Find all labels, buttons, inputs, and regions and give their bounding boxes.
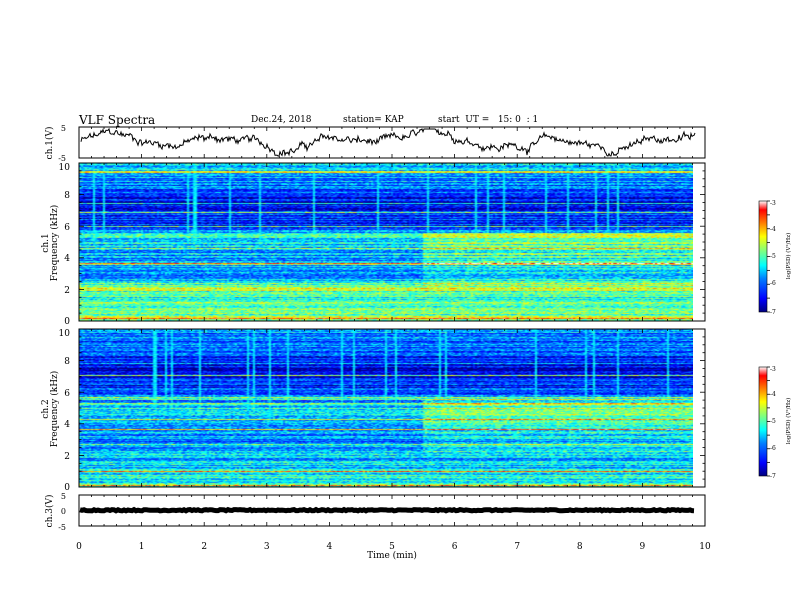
chart-title: VLF Spectra: [79, 113, 156, 127]
ch3-ytick-0: 0: [61, 507, 66, 516]
ch1-colorbar-ticks: [767, 200, 770, 313]
ch2-spectrogram-blank: [693, 329, 705, 487]
x-tick-label: 3: [264, 542, 270, 552]
x-tick-label: 2: [201, 542, 207, 552]
cb2-tick-minus5: -5: [770, 418, 776, 425]
ch2-ytick-4: 4: [64, 420, 70, 430]
ch1-ylabel-channel: ch.1: [41, 233, 51, 252]
x-tick-label: 1: [139, 542, 145, 552]
ch1-ytick-minus5: -5: [58, 154, 66, 163]
ch1-ytick-4: 4: [64, 254, 70, 264]
ch1-waveform-panel: 5 -5 ch.1(V): [44, 124, 706, 163]
ch2-ytick-0: 0: [64, 483, 70, 493]
ch2-ytick-2: 2: [64, 452, 70, 462]
ch2-colorbar-label: log(PSD) (V²/Hz): [785, 398, 792, 445]
x-axis-label: Time (min): [367, 550, 417, 561]
ch1-spectrogram-blank: [693, 163, 705, 321]
ch3-ticks: [78, 495, 706, 526]
ch3-ytick-5: 5: [61, 492, 66, 501]
x-tick-label: 7: [514, 542, 520, 552]
x-tick-label: 8: [577, 542, 583, 552]
cb1-tick-minus7: -7: [770, 309, 776, 316]
ch2-ytick-8: 8: [64, 357, 70, 367]
ch2-spectrogram-image: [79, 329, 693, 487]
ch1-colorbar-label: log(PSD) (V²/Hz): [785, 233, 792, 280]
ch2-spectrogram-panel: 0 2 4 6 8 10 ch.2 Frequency (kHz) -3 -4 …: [41, 328, 792, 493]
ch1-waveform-line: [80, 127, 696, 157]
x-tick-label: 10: [699, 542, 711, 552]
x-tick-label: 4: [327, 542, 333, 552]
x-tick-label: 0: [76, 542, 82, 552]
cb2-tick-minus3: -3: [770, 366, 776, 373]
ch1-ytick-0: 0: [64, 317, 70, 327]
ch1-ytick-8: 8: [64, 191, 70, 201]
cb1-tick-minus3: -3: [770, 200, 776, 207]
cb1-tick-minus6: -6: [770, 280, 776, 287]
cb2-tick-minus4: -4: [770, 391, 776, 398]
ch3-ylabel: ch.3(V): [44, 495, 55, 528]
ch3-waveform-line: [79, 506, 695, 514]
cb2-tick-minus7: -7: [770, 473, 776, 480]
ch1-ytick-5: 5: [61, 124, 66, 133]
ch1-spectrogram-ticks: [78, 162, 706, 322]
ch1-spectrogram-image: [79, 163, 693, 321]
cb1-tick-minus5: -5: [770, 253, 776, 260]
cb1-tick-minus4: -4: [770, 226, 776, 233]
ch2-ylabel-channel: ch.2: [41, 399, 51, 418]
x-tick-label: 9: [640, 542, 646, 552]
station-label: station= KAP: [343, 115, 404, 125]
ch1-spectrogram-panel: 0 2 4 6 8 10 ch.1 Frequency (kHz) -3 -4 …: [41, 162, 792, 327]
ch2-colorbar: [758, 366, 768, 477]
ch3-ytick-minus5: -5: [58, 523, 66, 532]
ch1-ytick-6: 6: [64, 223, 70, 233]
ch1-ticks: [78, 127, 706, 158]
start-time-label: start UT = 15: 0 : 1: [438, 115, 539, 125]
x-tick-label: 6: [452, 542, 458, 552]
x-tick-label: 5: [389, 542, 395, 552]
cb2-tick-minus6: -6: [770, 445, 776, 452]
ch1-ytick-2: 2: [64, 286, 70, 296]
x-tick-labels: 0 1 2 3 4 5 6 7 8 9 10: [76, 542, 711, 552]
ch2-colorbar-ticks: [767, 366, 770, 477]
ch1-ylabel: ch.1(V): [44, 127, 55, 160]
ch2-ytick-6: 6: [64, 389, 70, 399]
ch1-ytick-10: 10: [59, 163, 71, 173]
ch2-spectrogram-ticks: [78, 328, 706, 488]
ch3-waveform-panel: 5 0 -5 ch.3(V) 0 1 2 3 4 5 6 7 8 9 10 Time (min): [44, 492, 711, 561]
ch1-colorbar: [758, 200, 768, 313]
ch1-ylabel-frequency: Frequency (kHz): [49, 205, 60, 282]
date-label: Dec.24, 2018: [251, 115, 312, 125]
ch2-ytick-10: 10: [59, 329, 71, 339]
ch2-ylabel-frequency: Frequency (kHz): [49, 371, 60, 448]
